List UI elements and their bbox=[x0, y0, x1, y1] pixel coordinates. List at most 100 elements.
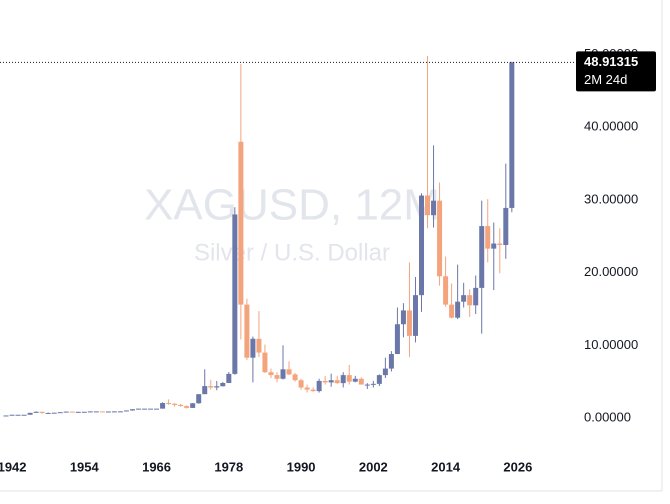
y-tick-label: 40.00000 bbox=[584, 119, 638, 134]
candle-body bbox=[274, 375, 280, 379]
candle-body bbox=[425, 195, 431, 216]
candle-body bbox=[99, 411, 105, 413]
candle-body bbox=[93, 411, 99, 413]
candle-body bbox=[214, 386, 220, 388]
x-tick-label: 2026 bbox=[503, 459, 532, 474]
candle-body bbox=[509, 62, 515, 208]
candle-body bbox=[503, 207, 509, 245]
x-tick-label: 2002 bbox=[359, 459, 388, 474]
candle-body bbox=[160, 403, 166, 409]
candle-body bbox=[485, 226, 491, 249]
candle-body bbox=[9, 414, 15, 416]
candle-body bbox=[431, 200, 437, 216]
candle-body bbox=[33, 411, 39, 413]
candle-body bbox=[340, 375, 346, 384]
x-tick-label: 2014 bbox=[431, 459, 461, 474]
candle-body bbox=[142, 408, 148, 410]
candle-body bbox=[388, 354, 394, 369]
candle-body bbox=[105, 411, 111, 413]
y-tick-label: 30.00000 bbox=[584, 191, 638, 206]
candle-body bbox=[334, 380, 340, 384]
candle-body bbox=[400, 310, 406, 325]
candle-body bbox=[467, 295, 473, 306]
candle-body bbox=[81, 411, 87, 413]
candle-body bbox=[328, 380, 334, 383]
candle-body bbox=[304, 387, 310, 390]
candle-body bbox=[346, 375, 352, 382]
y-tick-label: 0.00000 bbox=[584, 409, 631, 424]
candle-body bbox=[208, 386, 214, 388]
x-tick-label: 1978 bbox=[214, 459, 243, 474]
y-tick-label: 10.00000 bbox=[584, 337, 638, 352]
x-tick-label: 1966 bbox=[142, 459, 171, 474]
candle-body bbox=[268, 372, 274, 376]
last-price-label: 48.91315 bbox=[584, 54, 638, 69]
candle-body bbox=[117, 411, 123, 413]
last-price-box bbox=[576, 51, 656, 92]
candle-body bbox=[184, 406, 190, 408]
candle-body bbox=[376, 375, 382, 384]
candle-body bbox=[370, 383, 376, 385]
candle-body bbox=[316, 380, 322, 392]
candle-body bbox=[455, 301, 461, 318]
candle-body bbox=[286, 369, 292, 375]
candle-body bbox=[190, 403, 196, 408]
candle-body bbox=[166, 403, 172, 405]
watermark-title: XAGUSD, 12M bbox=[144, 181, 440, 230]
candle-body bbox=[111, 411, 117, 413]
candle-body bbox=[21, 414, 27, 416]
candle-body bbox=[382, 368, 388, 376]
candle-body bbox=[69, 411, 75, 413]
candle-body bbox=[497, 243, 503, 245]
x-tick-label: 1942 bbox=[0, 459, 27, 474]
candle-body bbox=[87, 411, 93, 413]
candle-body bbox=[15, 414, 21, 416]
candle-body bbox=[202, 386, 208, 395]
candle-body bbox=[322, 380, 328, 383]
x-tick-label: 1954 bbox=[70, 459, 100, 474]
candle-body bbox=[358, 378, 364, 385]
candle-body bbox=[39, 411, 45, 413]
candle-body bbox=[238, 141, 244, 305]
candle-body bbox=[135, 408, 141, 410]
candle-body bbox=[262, 352, 268, 373]
candle-body bbox=[292, 374, 298, 381]
candle-body bbox=[473, 287, 479, 306]
candle-body bbox=[250, 338, 256, 358]
candle-body bbox=[280, 369, 286, 379]
candle-body bbox=[479, 226, 485, 288]
candle-body bbox=[437, 200, 443, 277]
candle-body bbox=[172, 403, 178, 405]
candle-body bbox=[51, 412, 57, 414]
candle-body bbox=[244, 304, 250, 358]
candle-body bbox=[75, 411, 81, 413]
candle-body bbox=[443, 276, 449, 305]
candle-body bbox=[57, 412, 63, 414]
candle-body bbox=[178, 404, 184, 407]
candle-body bbox=[196, 394, 202, 404]
candle-body bbox=[27, 412, 33, 415]
candle-body bbox=[461, 295, 467, 302]
candle-body bbox=[154, 408, 160, 410]
candle-body bbox=[129, 409, 135, 411]
candle-body bbox=[256, 338, 262, 353]
candle-body bbox=[148, 408, 154, 410]
candle-body bbox=[419, 195, 425, 296]
candle-body bbox=[412, 295, 418, 336]
candle-body bbox=[220, 382, 226, 387]
candle-body bbox=[3, 415, 9, 417]
x-tick-label: 1990 bbox=[287, 459, 316, 474]
candle-body bbox=[406, 310, 412, 336]
candle-body bbox=[352, 378, 358, 382]
candle-body bbox=[491, 243, 497, 249]
candle-body bbox=[232, 214, 238, 374]
candle-body bbox=[310, 389, 316, 392]
candle-body bbox=[449, 304, 455, 318]
watermark-subtitle: Silver / U.S. Dollar bbox=[194, 239, 390, 266]
candle-body bbox=[364, 384, 370, 386]
countdown-label: 2M 24d bbox=[584, 72, 627, 87]
candle-body bbox=[123, 410, 129, 412]
candle-body bbox=[226, 373, 232, 383]
y-tick-label: 20.00000 bbox=[584, 264, 638, 279]
